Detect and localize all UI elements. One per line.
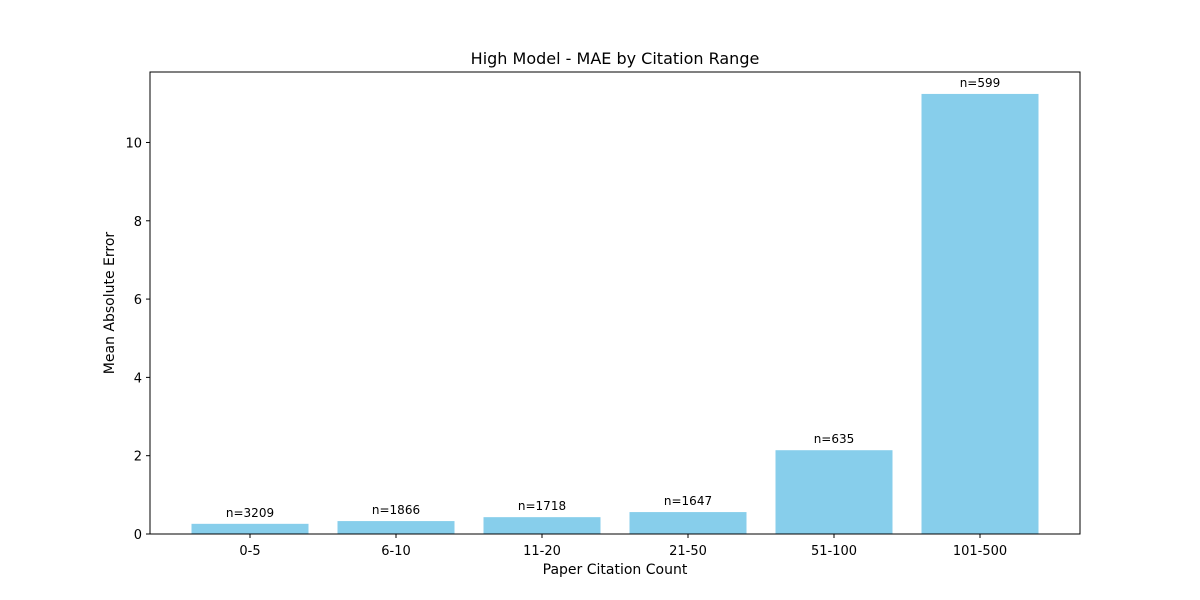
plot-frame [149,71,1081,535]
y-tick-label-2: 2 [134,450,142,465]
data-labels-layer: n=3209 n=1866 n=1718 n=1647 n=635 n=599 [226,76,1000,520]
data-label-0-5: n=3209 [226,506,274,520]
y-tick-label-4: 4 [134,371,142,386]
bars-layer [191,93,1039,535]
data-label-6-10: n=1866 [372,503,420,517]
y-tick-label-0: 0 [134,528,142,543]
data-label-101-500: n=599 [960,76,1001,90]
bar-101-500 [921,93,1039,535]
y-tick-label-6: 6 [134,293,142,308]
x-tick-label-6-10: 6-10 [381,544,411,559]
bar-6-10 [337,521,455,534]
data-label-21-50: n=1647 [664,494,712,508]
x-tick-label-51-100: 51-100 [811,544,857,559]
data-label-11-20: n=1718 [518,499,566,513]
x-tick-label-11-20: 11-20 [523,544,561,559]
bar-0-5 [191,523,309,534]
bar-51-100 [775,450,893,534]
chart-title: High Model - MAE by Citation Range [471,49,760,68]
bar-21-50 [629,512,747,534]
bar-11-20 [483,517,601,534]
data-label-51-100: n=635 [814,432,855,446]
y-axis-ticks: 0 2 4 6 8 10 [125,136,150,543]
y-tick-label-10: 10 [125,136,142,151]
x-axis-ticks: 0-5 6-10 11-20 21-50 51-100 101-500 [239,534,1007,559]
x-axis-label: Paper Citation Count [543,562,688,578]
x-tick-label-21-50: 21-50 [669,544,707,559]
x-tick-label-101-500: 101-500 [953,544,1007,559]
y-axis-label: Mean Absolute Error [102,232,118,375]
x-tick-label-0-5: 0-5 [239,544,260,559]
y-tick-label-8: 8 [134,215,142,230]
